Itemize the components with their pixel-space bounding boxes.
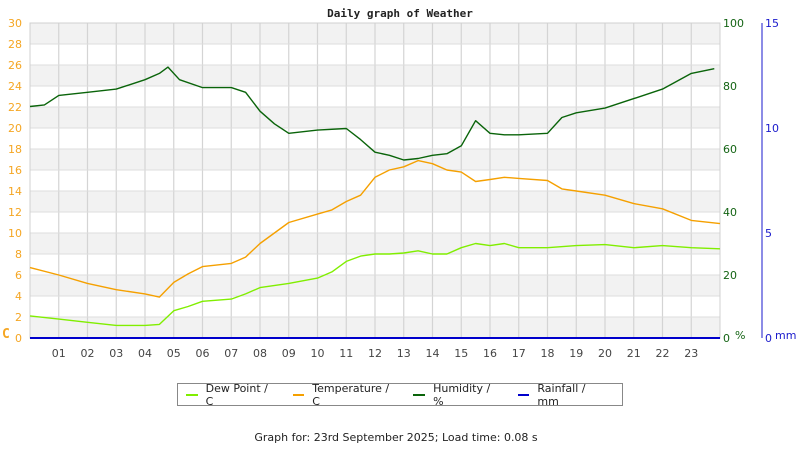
svg-text:08: 08 — [253, 347, 267, 360]
temperature-axis-unit: C — [2, 327, 10, 342]
svg-text:10: 10 — [311, 347, 325, 360]
series-dew-point-line — [29, 242, 721, 327]
svg-text:5: 5 — [765, 227, 772, 240]
svg-text:09: 09 — [282, 347, 296, 360]
svg-text:11: 11 — [339, 347, 353, 360]
svg-text:40: 40 — [723, 206, 737, 219]
svg-text:8: 8 — [15, 248, 22, 261]
legend-item-temperature: Temperature / C — [291, 382, 398, 408]
rainfall-axis: 0 5 10 15 — [765, 17, 779, 345]
legend-label: Temperature / C — [312, 381, 390, 408]
rainfall-axis-unit: mm — [775, 329, 796, 342]
series-lines — [29, 66, 721, 339]
dew-point-swatch-icon — [186, 393, 198, 396]
svg-text:07: 07 — [224, 347, 238, 360]
svg-text:05: 05 — [167, 347, 181, 360]
legend-item-humidity: Humidity / % — [411, 382, 501, 408]
svg-text:16: 16 — [483, 347, 497, 360]
svg-text:0: 0 — [723, 332, 730, 345]
svg-text:6: 6 — [15, 269, 22, 282]
svg-text:14: 14 — [8, 185, 22, 198]
svg-text:80: 80 — [723, 80, 737, 93]
svg-text:10: 10 — [8, 227, 22, 240]
humidity-axis: 0 20 40 60 80 100 — [723, 17, 744, 345]
legend-item-rainfall: Rainfall / mm — [516, 382, 608, 408]
temperature-swatch-icon — [292, 393, 305, 396]
humidity-axis-unit: % — [735, 329, 745, 342]
svg-text:19: 19 — [569, 347, 583, 360]
vertical-gridlines — [58, 23, 692, 338]
svg-text:18: 18 — [8, 143, 22, 156]
svg-text:4: 4 — [15, 290, 22, 303]
weather-chart: Daily graph of Weather 02468101214161820… — [2, 7, 796, 360]
svg-text:10: 10 — [765, 122, 779, 135]
svg-text:100: 100 — [723, 17, 744, 30]
graph-footer: Graph for: 23rd September 2025; Load tim… — [254, 431, 538, 444]
svg-text:15: 15 — [765, 17, 779, 30]
svg-text:20: 20 — [8, 122, 22, 135]
svg-text:60: 60 — [723, 143, 737, 156]
series-temperature-line — [29, 159, 721, 298]
svg-text:26: 26 — [8, 59, 22, 72]
svg-text:17: 17 — [512, 347, 526, 360]
svg-text:2: 2 — [15, 311, 22, 324]
hour-axis: 01 02 03 04 05 06 07 08 09 10 11 12 13 14 15 16 17 18 19 20… — [52, 347, 699, 360]
legend-label: Rainfall / mm — [537, 381, 586, 408]
legend-item-dew-point: Dew Point / C — [184, 382, 277, 408]
svg-text:12: 12 — [8, 206, 22, 219]
svg-text:0: 0 — [15, 332, 22, 345]
svg-text:22: 22 — [8, 101, 22, 114]
svg-text:21: 21 — [627, 347, 641, 360]
svg-text:22: 22 — [656, 347, 670, 360]
svg-text:12: 12 — [368, 347, 382, 360]
svg-text:24: 24 — [8, 80, 22, 93]
humidity-swatch-icon — [413, 393, 426, 396]
svg-text:28: 28 — [8, 38, 22, 51]
svg-text:03: 03 — [109, 347, 123, 360]
svg-text:20: 20 — [598, 347, 612, 360]
chart-title: Daily graph of Weather — [327, 7, 473, 20]
rainfall-swatch-icon — [517, 393, 530, 396]
svg-text:0: 0 — [765, 332, 772, 345]
legend-label: Humidity / % — [433, 381, 491, 408]
chart-legend: Dew Point / C Temperature / C Humidity /… — [177, 382, 623, 408]
svg-text:04: 04 — [138, 347, 152, 360]
svg-text:18: 18 — [541, 347, 555, 360]
series-humidity-line — [29, 66, 715, 161]
legend-label: Dew Point / C — [205, 381, 268, 408]
svg-text:15: 15 — [454, 347, 468, 360]
svg-text:16: 16 — [8, 164, 22, 177]
svg-text:01: 01 — [52, 347, 66, 360]
svg-text:30: 30 — [8, 17, 22, 30]
svg-text:02: 02 — [81, 347, 95, 360]
svg-text:06: 06 — [196, 347, 210, 360]
svg-text:14: 14 — [426, 347, 440, 360]
horizontal-gridlines — [30, 22, 720, 339]
svg-text:23: 23 — [684, 347, 698, 360]
svg-text:20: 20 — [723, 269, 737, 282]
svg-text:13: 13 — [397, 347, 411, 360]
